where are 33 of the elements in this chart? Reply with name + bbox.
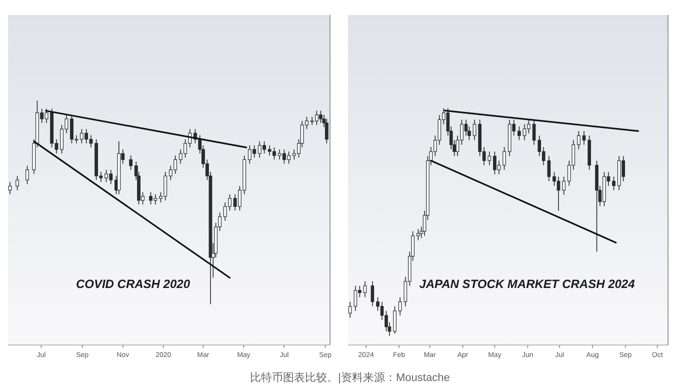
candlestick (318, 110, 322, 124)
candlestick (622, 156, 626, 182)
candlestick (497, 160, 501, 175)
candlestick (582, 130, 586, 146)
annotation: COVID CRASH 2020 (76, 277, 190, 291)
candlestick (538, 135, 542, 157)
candlestick (393, 306, 396, 334)
candlestick (324, 118, 328, 144)
text: 比特币图表比较。|资料来源：Moustache (250, 371, 450, 384)
candlestick (8, 182, 12, 195)
candlestick (472, 119, 476, 141)
candlestick (376, 296, 380, 312)
candlestick (363, 280, 367, 298)
candlestick (532, 119, 536, 146)
candlestick (552, 172, 556, 186)
candlestick (527, 119, 530, 134)
candlestick (416, 228, 420, 241)
candlestick (26, 165, 29, 184)
candlestick (370, 280, 374, 307)
candlestick (502, 146, 506, 170)
candlestick (612, 176, 616, 191)
candlestick (129, 155, 133, 170)
candlestick (522, 124, 526, 141)
candlestick (16, 176, 20, 191)
candlestick (348, 301, 352, 318)
candlestick (354, 285, 358, 312)
candlestick (493, 151, 496, 175)
candlestick (464, 119, 468, 136)
candlestick (384, 310, 388, 332)
annotation: JAPAN STOCK MARKET CRASH 2024 (419, 277, 636, 291)
candlestick (517, 126, 521, 141)
candlestick (577, 130, 580, 150)
candlestick (562, 176, 566, 196)
